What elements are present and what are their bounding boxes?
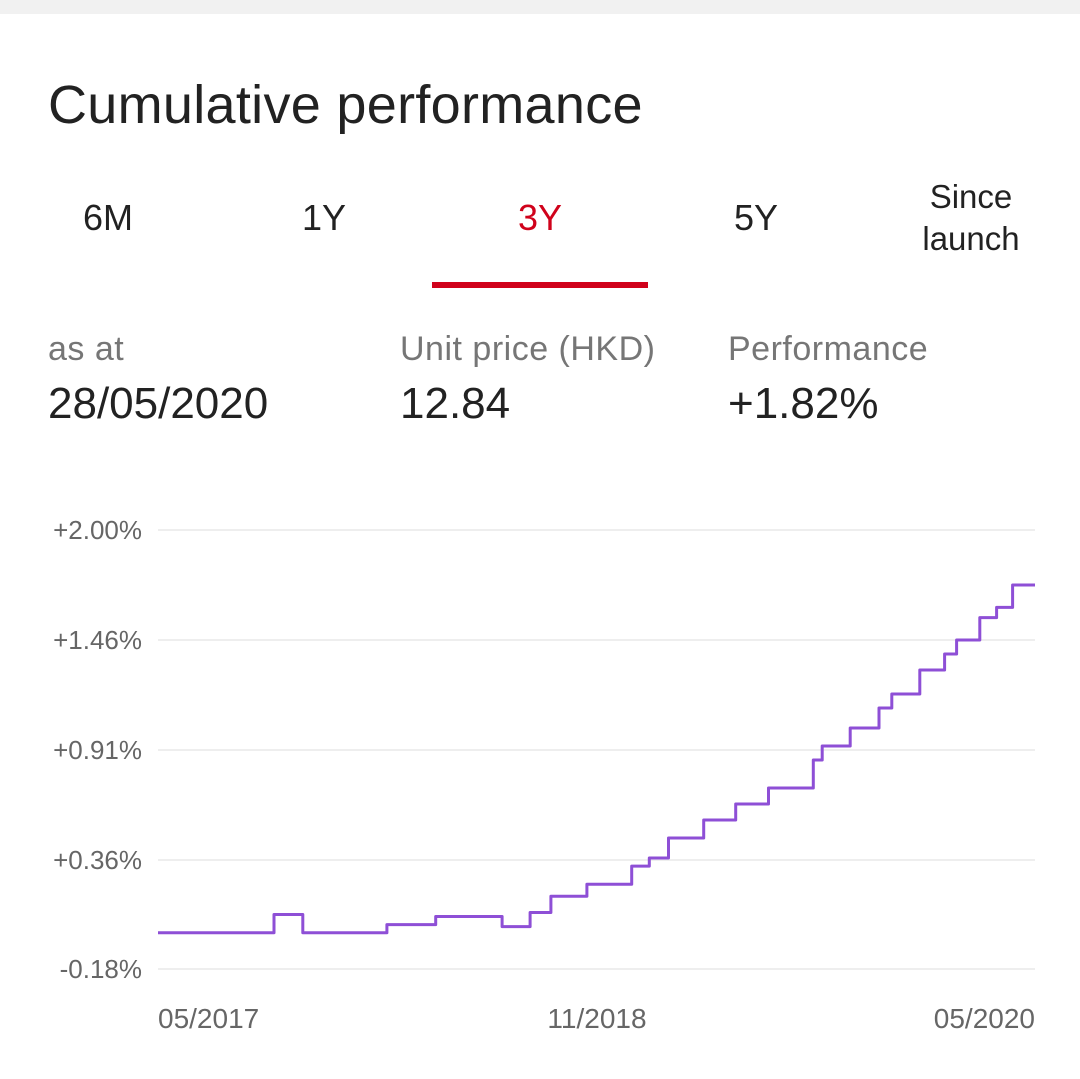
performance-label: Performance <box>728 330 929 368</box>
y-tick-label: +0.91% <box>53 735 142 765</box>
chart-series <box>158 583 1035 935</box>
y-tick-label: +1.46% <box>53 625 142 655</box>
unit-price-value: 12.84 <box>400 379 511 428</box>
x-axis-ticks: 05/2017 11/2018 05/2020 <box>158 1003 1035 1034</box>
tab-6m[interactable]: 6M <box>82 197 133 238</box>
y-tick-label: +0.36% <box>53 845 142 875</box>
performance-value: +1.82% <box>728 379 879 428</box>
performance-series-line <box>158 583 1035 935</box>
y-axis-ticks: +2.00% +1.46% +0.91% +0.36% -0.18% <box>53 515 142 984</box>
period-tabs: 6M 1Y 3Y 5Y Since launch <box>0 170 1080 290</box>
stat-unit-price: Unit price (HKD) 12.84 <box>400 330 655 429</box>
chart-grid <box>158 529 1035 970</box>
tab-since-launch[interactable]: Since launch <box>922 178 1020 257</box>
x-tick-label: 05/2020 <box>934 1003 1035 1034</box>
tab-3y[interactable]: 3Y <box>517 197 563 238</box>
x-tick-label: 11/2018 <box>547 1003 646 1034</box>
as-at-label: as at <box>48 330 125 368</box>
y-tick-label: +2.00% <box>53 515 142 545</box>
unit-price-label: Unit price (HKD) <box>400 330 656 368</box>
as-at-value: 28/05/2020 <box>48 379 269 428</box>
top-strip <box>0 0 1080 14</box>
stat-as-at: as at 28/05/2020 <box>48 330 268 429</box>
stat-performance: Performance +1.82% <box>728 330 928 429</box>
tab-1y[interactable]: 1Y <box>301 197 347 238</box>
x-tick-label: 05/2017 <box>158 1003 259 1034</box>
y-tick-label: -0.18% <box>60 954 142 984</box>
active-tab-indicator <box>432 282 648 288</box>
page-title: Cumulative performance <box>48 75 643 135</box>
tab-5y[interactable]: 5Y <box>733 197 779 238</box>
